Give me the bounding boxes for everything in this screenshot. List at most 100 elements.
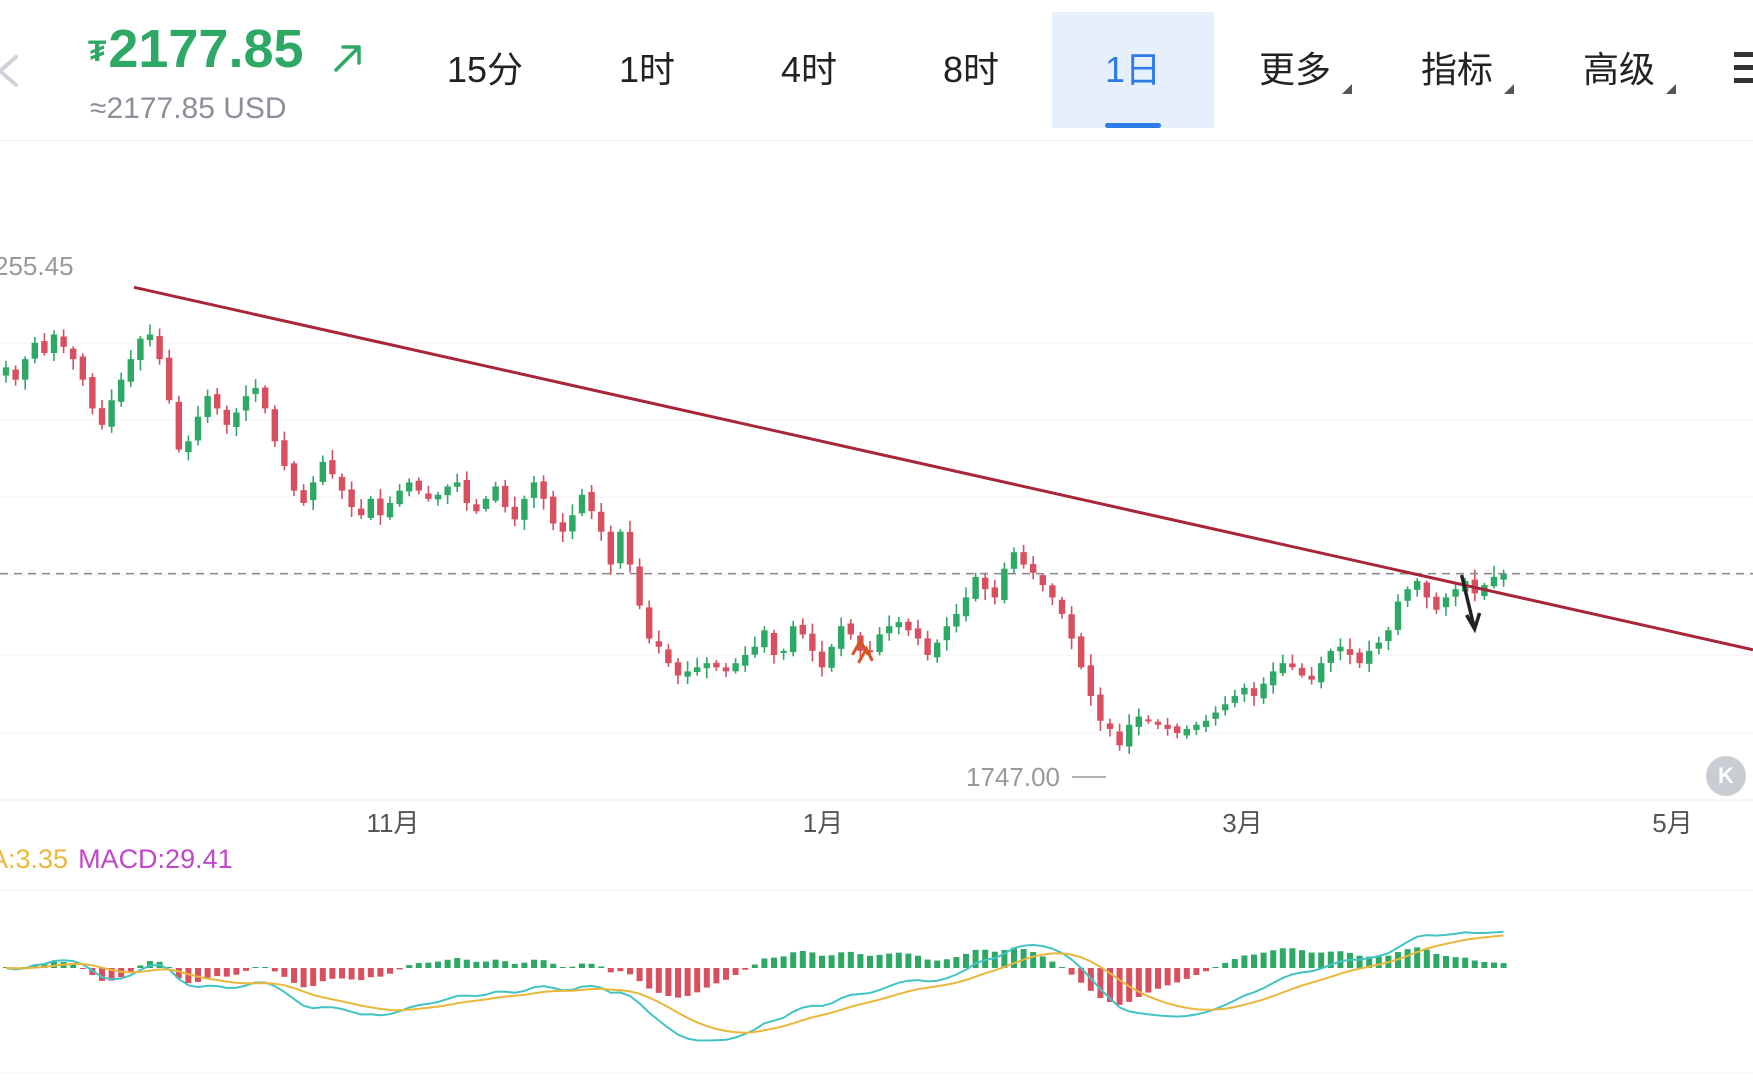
candle-body [646,607,653,639]
tab-0[interactable]: 15分 [404,12,566,128]
macd-bar [492,959,499,968]
tab-2[interactable]: 4时 [728,12,890,128]
candle-body [108,400,115,427]
tab-3[interactable]: 8时 [890,12,1052,128]
tab-4[interactable]: 1日 [1052,12,1214,128]
tab-6[interactable]: 指标 [1376,12,1538,128]
candle [578,488,586,517]
candle [50,330,58,362]
candle [290,461,298,496]
menu-icon[interactable] [1732,50,1753,86]
candle [319,455,326,486]
candle-body [751,646,758,655]
candle [482,496,490,512]
macd-bar [483,961,489,968]
macd-bar [473,961,480,968]
candle-body [1145,719,1152,722]
candle [876,627,883,656]
macd-bar [1078,968,1085,983]
candle [1241,683,1248,703]
macd-legend: A:3.35 MACD:29.41 [0,844,233,874]
tab-1[interactable]: 1时 [566,12,728,128]
candle-body [1346,649,1354,655]
dropdown-triangle-icon [1342,84,1352,94]
macd-bar [780,956,787,968]
macd-bar [809,952,816,968]
candle-body [607,531,614,565]
candle-body [194,416,202,441]
candle-body [463,479,470,503]
macd-bar [406,965,413,968]
tab-7[interactable]: 高级 [1538,12,1700,128]
macd-bar [1481,961,1488,968]
candle-body [530,482,538,498]
candle [953,604,960,633]
candle [1318,656,1325,689]
macd-bar [262,967,269,968]
macd-bar [1308,952,1315,968]
macd-bar [1107,968,1113,1003]
candle-body [348,489,355,508]
candle [799,618,806,639]
macd-bar [1030,951,1037,968]
macd-bar [435,961,441,968]
reset-view-button[interactable]: K [1706,756,1746,796]
candle [1337,638,1344,661]
macd-bar [1155,968,1161,989]
candle-body [1106,723,1114,729]
candle-body [146,334,154,341]
candle [1087,654,1094,706]
candle-body [415,480,422,491]
arrow-up-marker [851,637,874,664]
candle [934,639,941,663]
candle-body [1154,721,1162,725]
candle-body [1193,724,1200,730]
candle [1001,562,1008,604]
candle-body [934,642,941,658]
macd-bar [1059,967,1065,968]
x-tick-label: 5月 [1652,808,1692,838]
macd-bar [1500,963,1507,968]
candle [559,513,566,543]
candle [108,389,115,433]
candle-body [502,485,509,508]
candle [684,661,691,685]
back-arrow-icon[interactable] [0,54,20,88]
candle-body [1001,568,1008,601]
candle [914,619,922,646]
macd-bar [828,955,835,968]
candle [386,496,394,520]
candle-body [1375,642,1382,649]
candle-body [12,369,19,380]
macd-bar [1462,957,1469,968]
candle-body [924,638,931,655]
candle [22,356,29,390]
candle-body [204,396,211,418]
candle-body [156,336,163,360]
candle [1279,654,1286,677]
macd-bar [233,968,240,975]
candle-body [818,651,826,668]
candle-body [1500,573,1507,580]
candle [665,643,672,667]
macd-bar [127,968,134,972]
candle-body [521,498,528,520]
candle-body [89,377,96,409]
candle [770,629,778,664]
candle-body [559,522,566,532]
candle-body [1404,589,1411,601]
tab-label: 1时 [618,49,676,90]
candle-body [1356,652,1363,664]
candle [127,350,134,387]
candle-body [233,412,240,428]
candle [1308,667,1315,685]
candle [1174,723,1181,739]
price-usd: ≈2177.85 USD [90,92,287,125]
macd-bar [329,968,336,979]
candle [1020,544,1027,569]
macd-bar [1097,968,1104,999]
candle [905,618,912,636]
tab-5[interactable]: 更多 [1214,12,1376,128]
candle [367,496,374,521]
